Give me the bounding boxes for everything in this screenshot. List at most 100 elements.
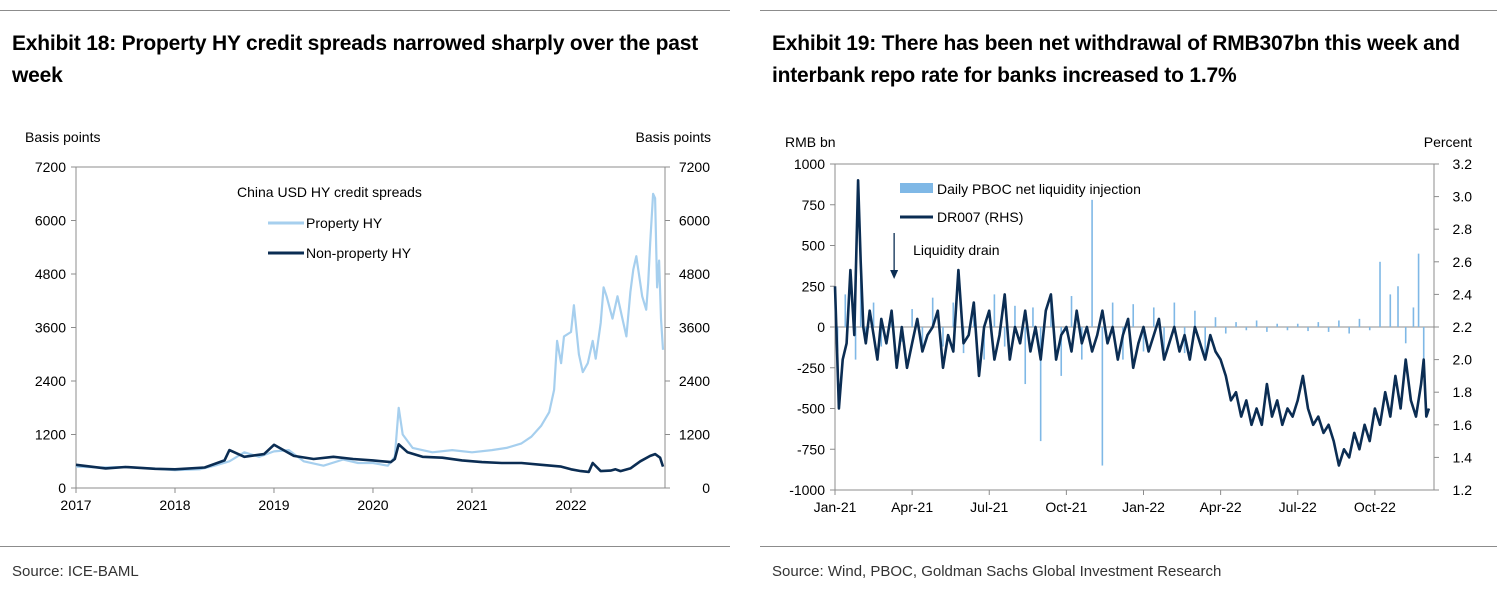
liquidity-injection-bar	[1266, 327, 1268, 332]
liquidity-injection-bar	[1003, 327, 1006, 347]
liquidity-injection-bar	[1070, 296, 1073, 327]
y-tick-label-right: 7200	[679, 159, 710, 175]
liquidity-injection-bar	[1296, 323, 1299, 327]
exhibit-19-source: Source: Wind, PBOC, Goldman Sachs Global…	[772, 563, 1222, 580]
x-tick-label: 2019	[258, 497, 289, 513]
left-axis-label: Basis points	[25, 129, 100, 145]
x-tick-label: Oct-22	[1354, 499, 1396, 515]
top-rule	[760, 10, 1497, 11]
exhibit-19-chart: RMB bn Percent -1000 -750 -500 -250 0 250 500 750…	[785, 134, 1473, 515]
y-tick-label-right: 1200	[679, 427, 710, 443]
y-tick-label-right: 2.4	[1453, 286, 1473, 302]
exhibit-18-panel: Exhibit 18: Property HY credit spreads n…	[0, 0, 730, 595]
liquidity-injection-bar	[921, 327, 924, 350]
y-tick-label-right: 1.4	[1453, 449, 1473, 465]
x-tick-label: 2022	[555, 497, 586, 513]
y-tick-label-left: -1000	[789, 482, 825, 498]
liquidity-injection-bar	[1194, 310, 1196, 327]
y-tick-label-right: 1.2	[1453, 482, 1473, 498]
x-tick-label: Apr-22	[1200, 499, 1242, 515]
y-tick-label-left: 500	[802, 238, 826, 254]
x-tick-label: 2021	[456, 497, 487, 513]
liquidity-injection-bar	[1050, 300, 1052, 327]
annotation-arrow-head	[890, 270, 899, 279]
liquidity-injection-bar	[1338, 320, 1340, 327]
liquidity-injection-bar	[1152, 307, 1155, 327]
liquidity-injection-bar	[1368, 327, 1371, 331]
liquidity-injection-bar	[1379, 261, 1381, 327]
liquidity-injection-bar	[1327, 327, 1330, 332]
exhibit-18-title: Exhibit 18: Property HY credit spreads n…	[12, 32, 699, 87]
liquidity-injection-bar	[1417, 253, 1420, 327]
liquidity-injection-bar	[993, 294, 996, 327]
liquidity-injection-bar	[1111, 302, 1114, 327]
liquidity-injection-bar	[1348, 327, 1350, 334]
dr007-line	[833, 179, 1431, 467]
bottom-rule	[0, 546, 730, 547]
non-property-hy-line	[75, 442, 665, 474]
y-tick-label-left: -500	[797, 401, 825, 417]
legend-label: Daily PBOC net liquidity injection	[937, 181, 1141, 197]
liquidity-injection-bar	[1412, 307, 1415, 327]
exhibit-18-chart: Basis points Basis points 0 0 1200 1200 2400 24…	[25, 129, 711, 513]
y-tick-label-right: 6000	[679, 213, 710, 229]
liquidity-injection-bar	[1101, 327, 1104, 466]
y-tick-label-left: -750	[797, 441, 825, 457]
liquidity-injection-bar	[1404, 327, 1407, 344]
x-tick-label: Jan-22	[1122, 499, 1165, 515]
y-tick-label-left: 4800	[35, 266, 66, 282]
legend-label: Non-property HY	[306, 245, 412, 261]
exhibit-19-panel: Exhibit 19: There has been net withdrawa…	[760, 0, 1497, 595]
top-rule	[0, 10, 730, 11]
liquidity-injection-bar	[911, 309, 913, 327]
y-tick-label-left: -250	[797, 360, 825, 376]
liquidity-injection-bar	[1235, 322, 1237, 327]
y-tick-label-left: 2400	[35, 373, 66, 389]
liquidity-injection-bar	[1224, 327, 1227, 334]
legend-title: China USD HY credit spreads	[237, 184, 422, 200]
y-tick-label-left: 0	[58, 480, 66, 496]
y-tick-label-right: 1.8	[1453, 384, 1473, 400]
liquidity-injection-bar	[1245, 327, 1248, 331]
y-tick-label-right: 2.8	[1453, 221, 1473, 237]
liquidity-injection-bar	[880, 327, 883, 347]
exhibit-18-source: Source: ICE-BAML	[12, 563, 139, 580]
exhibit-19-title: Exhibit 19: There has been net withdrawa…	[772, 32, 1460, 87]
liquidity-injection-bar	[1024, 327, 1027, 385]
legend-swatch-bars	[900, 183, 933, 193]
liquidity-injection-bar	[1173, 302, 1176, 327]
liquidity-injection-bar	[854, 327, 857, 360]
liquidity-injection-bar	[1286, 327, 1289, 331]
y-tick-label-left: 1000	[794, 156, 825, 172]
y-tick-label-left: 0	[817, 319, 825, 335]
y-tick-label-right: 1.6	[1453, 417, 1473, 433]
x-tick-label: Jul-22	[1279, 499, 1317, 515]
liquidity-injection-bar	[1276, 323, 1278, 327]
liquidity-injection-bar	[983, 327, 985, 360]
right-axis-label: Basis points	[636, 129, 711, 145]
liquidity-injection-bar	[1204, 327, 1206, 357]
x-tick-label: 2020	[357, 497, 388, 513]
x-tick-label: Jul-21	[970, 499, 1008, 515]
x-tick-label: Jan-21	[814, 499, 857, 515]
liquidity-injection-bar	[1091, 199, 1093, 327]
y-tick-label-right: 3.2	[1453, 156, 1473, 172]
liquidity-injection-bar	[1122, 327, 1124, 360]
y-tick-label-right: 2400	[679, 373, 710, 389]
liquidity-injection-bar	[1389, 294, 1392, 327]
liquidity-injection-bar	[844, 294, 847, 327]
liquidity-injection-bar	[859, 278, 862, 327]
property-hy-line	[75, 192, 665, 472]
y-tick-label-left: 6000	[35, 213, 66, 229]
liquidity-injection-bar	[1397, 286, 1399, 327]
y-tick-label-right: 3600	[679, 320, 710, 336]
liquidity-injection-bar	[1014, 305, 1016, 327]
liquidity-injection-bar	[942, 327, 944, 347]
y-tick-label-left: 250	[802, 278, 826, 294]
liquidity-injection-bar	[1039, 327, 1042, 442]
y-tick-label-right: 2.0	[1453, 352, 1473, 368]
y-tick-label-left: 750	[802, 197, 826, 213]
liquidity-injection-bar	[1307, 327, 1309, 332]
right-axis-label: Percent	[1424, 134, 1472, 150]
liquidity-injection-bar	[1255, 320, 1258, 327]
